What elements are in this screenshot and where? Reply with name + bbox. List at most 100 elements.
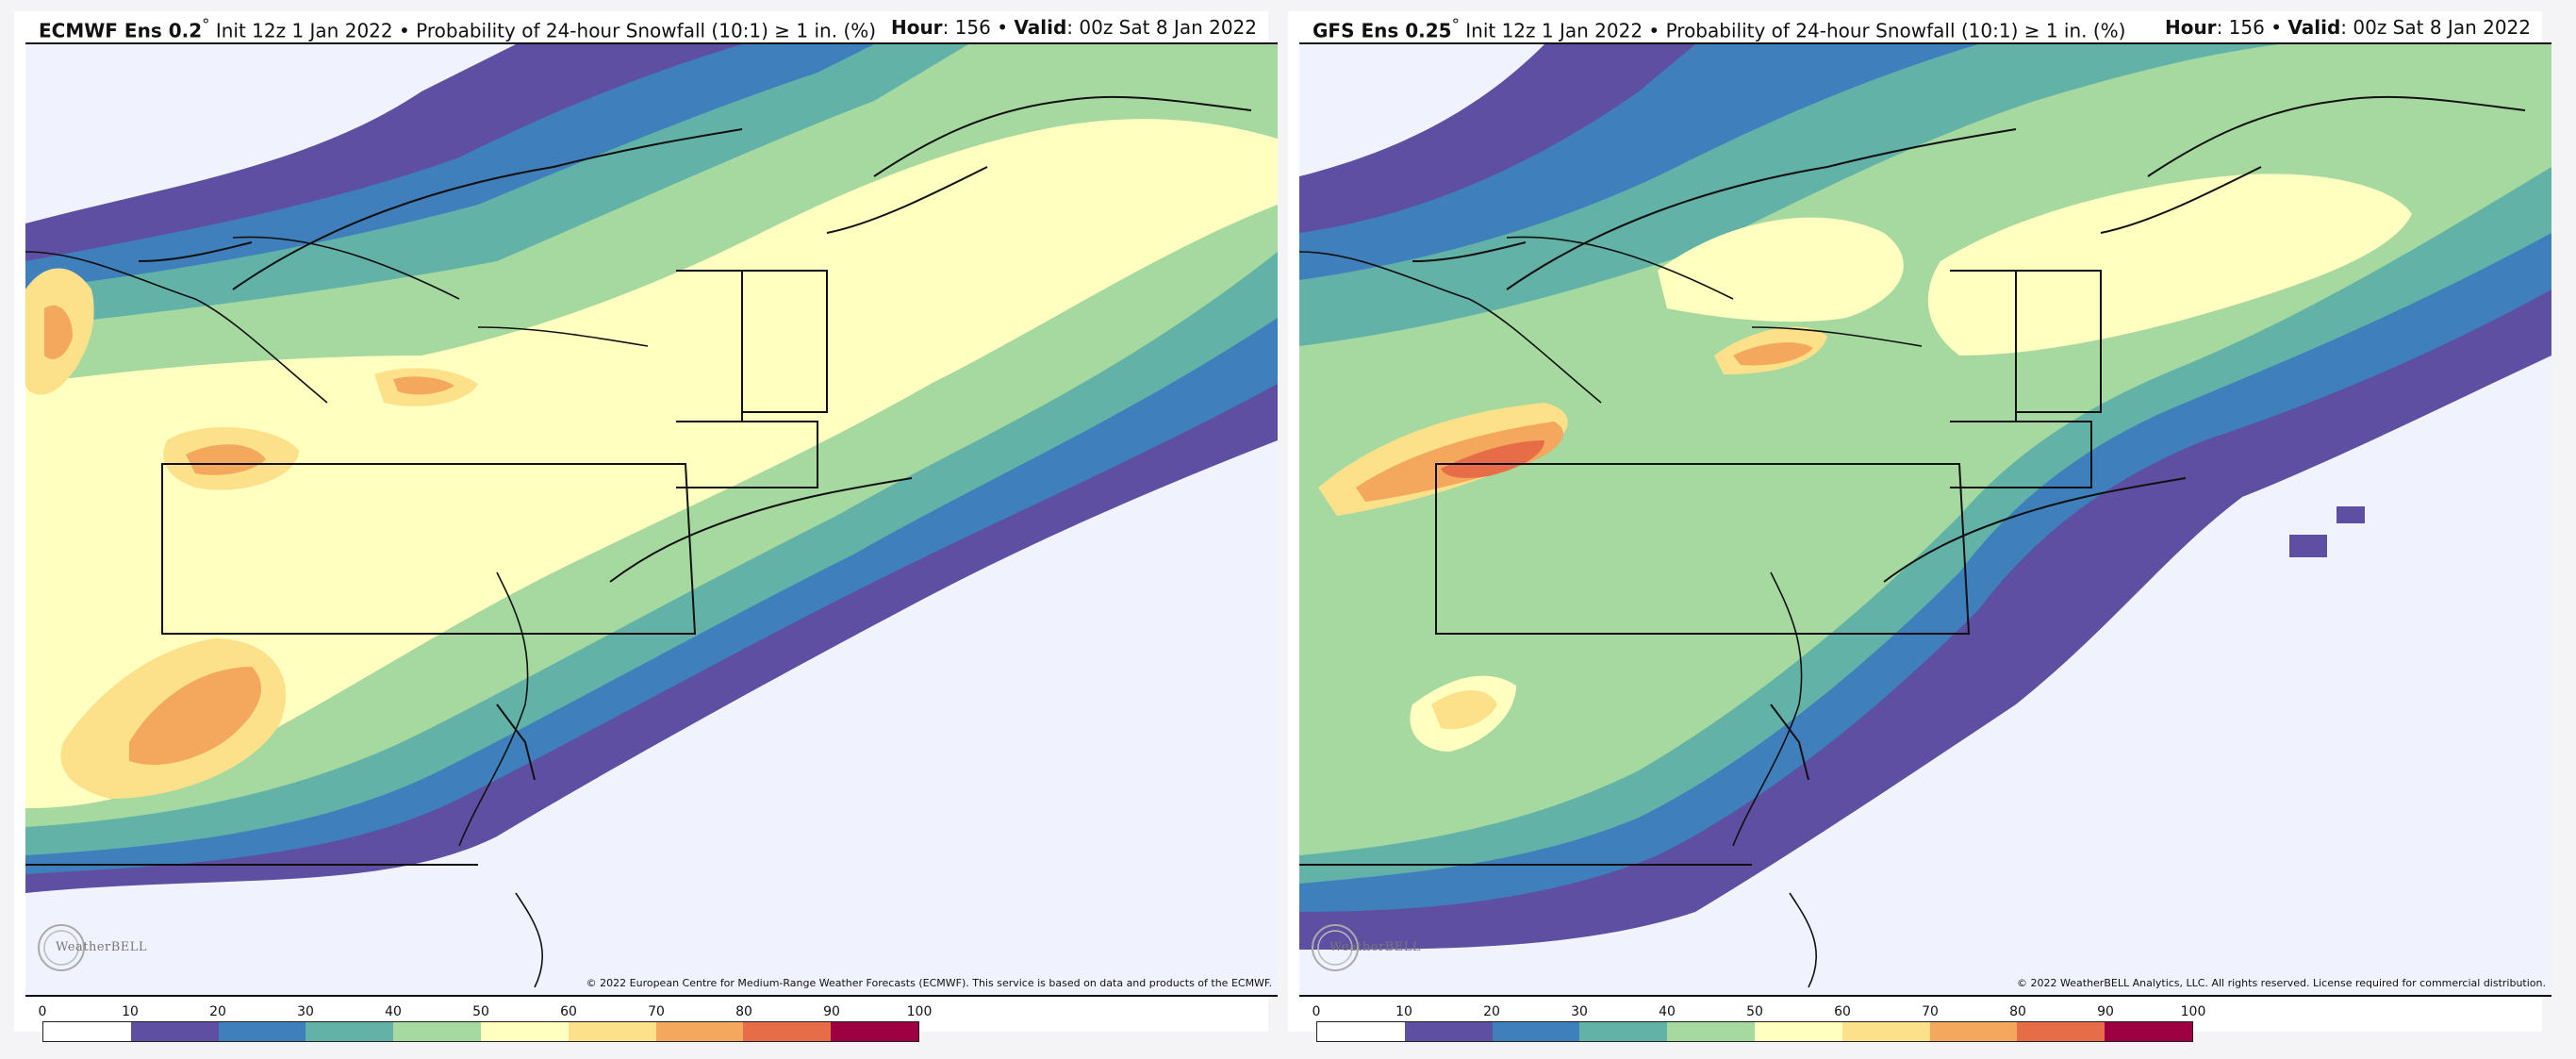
snowfall-probability-map: WeatherBELL © 2022 WeatherBELL Analytics…: [1299, 42, 2551, 997]
hour-label: Hour: [2164, 16, 2217, 39]
contour-70: [44, 305, 73, 359]
bullet: •: [398, 19, 410, 42]
bullet: •: [997, 16, 1008, 39]
colorbar-swatch: [130, 1022, 219, 1041]
colorbar-tick-label: 50: [472, 1004, 489, 1019]
colorbar-tick-label: 0: [1312, 1004, 1321, 1019]
colorbar-tick-label: 90: [2097, 1004, 2114, 1019]
gfs-panel: GFS Ens 0.25° Init 12z 1 Jan 2022 • Prob…: [1288, 11, 2551, 1042]
colorbar-swatch: [655, 1022, 744, 1041]
bullet: •: [1648, 19, 1660, 42]
panel-header: GFS Ens 0.25° Init 12z 1 Jan 2022 • Prob…: [1288, 11, 2542, 42]
degree-symbol: °: [1451, 16, 1460, 34]
product-text: Probability of 24-hour Snowfall (10:1) ≥…: [1665, 19, 2126, 42]
header-right: Hour: 156 • Valid: 00z Sat 8 Jan 2022: [891, 16, 1257, 39]
contour-80: [1441, 440, 1544, 478]
weatherbell-logo: WeatherBELL: [35, 921, 147, 974]
colorbar-tick-label: 0: [38, 1004, 47, 1019]
valid-value: : 00z Sat 8 Jan 2022: [2340, 16, 2531, 39]
colorbar-swatches: [1316, 1021, 2193, 1042]
contour-70: [1733, 342, 1813, 366]
contour-70: [186, 444, 266, 475]
logo-mark: [1312, 924, 1359, 971]
colorbar-swatch: [568, 1022, 656, 1041]
colorbar-tick-label: 30: [1571, 1004, 1588, 1019]
colorbar-swatch: [2017, 1022, 2105, 1041]
state-boundaries: [1299, 95, 2526, 866]
colorbar-swatch: [393, 1022, 481, 1041]
coastline: [1299, 236, 1923, 988]
colorbar-tick-label: 20: [1483, 1004, 1500, 1019]
snowfall-probability-map: WeatherBELL © 2022 European Centre for M…: [25, 42, 1278, 997]
colorbar-tick-label: 20: [209, 1004, 226, 1019]
copyright-text: © 2022 WeatherBELL Analytics, LLC. All r…: [2017, 977, 2546, 989]
copyright-text: © 2022 European Centre for Medium-Range …: [586, 977, 1272, 989]
contour-10-cell: [2289, 535, 2327, 557]
model-label: GFS Ens 0.25: [1313, 19, 1452, 42]
colorbar-swatch: [1754, 1022, 1842, 1041]
coastline: [25, 236, 649, 988]
contour-10-cell: [2337, 506, 2365, 523]
colorbar-swatch: [480, 1022, 569, 1041]
colorbar-swatch: [218, 1022, 306, 1041]
hour-value: : 156: [942, 16, 991, 39]
degree-symbol: °: [202, 16, 210, 34]
colorbar-tick-label: 100: [2180, 1004, 2206, 1019]
colorbar-swatch: [1667, 1022, 1755, 1041]
colorbar-tick-label: 60: [1834, 1004, 1851, 1019]
contour-60: [1431, 690, 1497, 730]
colorbar-swatch: [1404, 1022, 1493, 1041]
product-text: Probability of 24-hour Snowfall (10:1) ≥…: [416, 19, 877, 42]
model-label: ECMWF Ens 0.2: [39, 19, 203, 42]
colorbar-swatch: [305, 1022, 394, 1041]
colorbar-tick-label: 80: [735, 1004, 752, 1019]
header-right: Hour: 156 • Valid: 00z Sat 8 Jan 2022: [2165, 16, 2531, 39]
init-text: Init 12z 1 Jan 2022: [215, 19, 393, 42]
colorbar-swatch: [1929, 1022, 2018, 1041]
colorbar-swatch: [43, 1022, 131, 1041]
colorbar-swatch: [1317, 1022, 1405, 1041]
valid-label: Valid: [1014, 16, 1067, 39]
hour-value: : 156: [2216, 16, 2265, 39]
state-boundaries: [25, 95, 1252, 866]
colorbar-tick-label: 70: [648, 1004, 665, 1019]
colorbar-swatch: [743, 1022, 832, 1041]
colorbar-swatch: [831, 1022, 918, 1041]
colorbar-ticks: 0 10 20 30 40 50 60 70 80 90 100: [38, 1004, 933, 1021]
ecmwf-panel: ECMWF Ens 0.2° Init 12z 1 Jan 2022 • Pro…: [14, 11, 1278, 1042]
contour-50: [1658, 217, 1904, 323]
colorbar-tick-label: 100: [906, 1004, 933, 1019]
colorbar-legend: 0 10 20 30 40 50 60 70 80 90 100: [1312, 1004, 2206, 1042]
header-left: GFS Ens 0.25° Init 12z 1 Jan 2022 • Prob…: [1313, 16, 2126, 42]
colorbar-tick-label: 40: [385, 1004, 402, 1019]
contour-70: [393, 376, 454, 395]
hour-label: Hour: [890, 16, 943, 39]
weatherbell-logo: WeatherBELL: [1309, 921, 1421, 974]
colorbar-swatch: [2105, 1022, 2192, 1041]
colorbar-tick-label: 80: [2009, 1004, 2026, 1019]
colorbar-swatch: [1579, 1022, 1668, 1041]
bullet: •: [2271, 16, 2282, 39]
colorbar-swatch: [1841, 1022, 1930, 1041]
colorbar-ticks: 0 10 20 30 40 50 60 70 80 90 100: [1312, 1004, 2206, 1021]
colorbar-tick-label: 90: [823, 1004, 840, 1019]
colorbar-swatch: [1492, 1022, 1580, 1041]
contour-50: [1927, 174, 2412, 356]
valid-label: Valid: [2287, 16, 2341, 39]
map-canvas: [25, 44, 1278, 995]
colorbar-swatches: [42, 1021, 919, 1042]
logo-text: WeatherBELL: [56, 940, 148, 954]
colorbar-tick-label: 40: [1659, 1004, 1676, 1019]
panel-header: ECMWF Ens 0.2° Init 12z 1 Jan 2022 • Pro…: [14, 11, 1268, 42]
colorbar-tick-label: 60: [560, 1004, 577, 1019]
colorbar-tick-label: 10: [122, 1004, 139, 1019]
colorbar-tick-label: 10: [1395, 1004, 1412, 1019]
logo-text: WeatherBELL: [1329, 940, 1422, 954]
colorbar-tick-label: 30: [297, 1004, 314, 1019]
map-canvas: [1299, 44, 2551, 995]
colorbar-legend: 0 10 20 30 40 50 60 70 80 90 100: [38, 1004, 933, 1042]
contour-70: [129, 667, 261, 765]
logo-mark: [38, 924, 85, 971]
header-left: ECMWF Ens 0.2° Init 12z 1 Jan 2022 • Pro…: [39, 16, 876, 42]
init-text: Init 12z 1 Jan 2022: [1465, 19, 1643, 42]
